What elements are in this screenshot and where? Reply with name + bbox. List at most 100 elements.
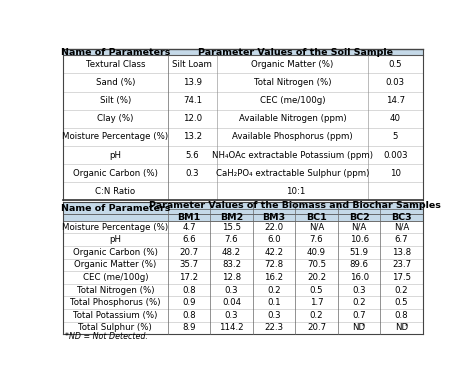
Text: N/A: N/A	[352, 223, 367, 232]
Text: CEC (me/100g): CEC (me/100g)	[260, 96, 325, 105]
Text: 0.3: 0.3	[267, 311, 281, 320]
Text: pH: pH	[109, 235, 121, 244]
Text: 0.7: 0.7	[352, 311, 366, 320]
Text: 0.003: 0.003	[383, 151, 408, 160]
Text: 22.0: 22.0	[264, 223, 283, 232]
Text: BM2: BM2	[220, 213, 243, 222]
Bar	[63, 92, 423, 110]
Text: *ND = Not Detected.: *ND = Not Detected.	[65, 333, 147, 341]
Text: 20.7: 20.7	[307, 323, 326, 333]
Text: Silt (%): Silt (%)	[100, 96, 131, 105]
Text: 0.2: 0.2	[352, 298, 366, 307]
Text: Sand (%): Sand (%)	[96, 78, 135, 87]
Text: Clay (%): Clay (%)	[97, 114, 134, 123]
Text: 0.03: 0.03	[386, 78, 405, 87]
Text: Total Nitrogen (%): Total Nitrogen (%)	[254, 78, 331, 87]
Text: 17.5: 17.5	[392, 273, 411, 282]
Text: *: *	[362, 323, 365, 329]
Text: N/A: N/A	[394, 223, 409, 232]
Text: 16.2: 16.2	[264, 273, 283, 282]
Text: BM3: BM3	[263, 213, 285, 222]
Text: 5.6: 5.6	[186, 151, 199, 160]
Text: 0.5: 0.5	[389, 60, 402, 69]
Bar	[63, 233, 423, 246]
Text: C:N Ratio: C:N Ratio	[95, 187, 136, 196]
Bar	[168, 214, 210, 221]
Text: 42.2: 42.2	[264, 248, 283, 257]
Text: 10: 10	[390, 169, 401, 178]
Text: 20.7: 20.7	[179, 248, 199, 257]
Text: 5: 5	[392, 132, 398, 141]
Text: 40: 40	[390, 114, 401, 123]
Bar	[63, 322, 423, 334]
Bar	[63, 164, 423, 182]
Text: 0.2: 0.2	[267, 286, 281, 295]
Text: Organic Matter (%): Organic Matter (%)	[74, 260, 156, 269]
Bar	[168, 49, 423, 55]
Text: 16.0: 16.0	[349, 273, 369, 282]
Text: 83.2: 83.2	[222, 260, 241, 269]
Text: 40.9: 40.9	[307, 248, 326, 257]
Bar	[63, 110, 423, 128]
Text: 14.7: 14.7	[386, 96, 405, 105]
Bar	[63, 284, 423, 296]
Text: 48.2: 48.2	[222, 248, 241, 257]
Bar	[338, 214, 380, 221]
Text: 0.9: 0.9	[182, 298, 196, 307]
Text: ND: ND	[395, 323, 408, 333]
Text: 13.8: 13.8	[392, 248, 411, 257]
Text: 6.0: 6.0	[267, 235, 281, 244]
Text: 6.7: 6.7	[395, 235, 409, 244]
Text: BM1: BM1	[177, 213, 201, 222]
Text: 22.3: 22.3	[264, 323, 283, 333]
Text: Organic Carbon (%): Organic Carbon (%)	[73, 169, 158, 178]
Text: 1.7: 1.7	[310, 298, 323, 307]
Bar	[63, 55, 423, 74]
Text: CaH₂PO₄ extractable Sulphur (ppm): CaH₂PO₄ extractable Sulphur (ppm)	[216, 169, 369, 178]
Text: 0.3: 0.3	[186, 169, 199, 178]
Text: NH₄OAc extractable Potassium (ppm): NH₄OAc extractable Potassium (ppm)	[212, 151, 373, 160]
Text: 0.5: 0.5	[310, 286, 323, 295]
Text: Total Phosphorus (%): Total Phosphorus (%)	[70, 298, 161, 307]
Text: Total Potassium (%): Total Potassium (%)	[73, 311, 157, 320]
Text: 114.2: 114.2	[219, 323, 244, 333]
Text: 72.8: 72.8	[264, 260, 283, 269]
Text: pH: pH	[109, 151, 121, 160]
Bar	[63, 296, 423, 309]
Bar	[210, 214, 253, 221]
Text: BC2: BC2	[349, 213, 369, 222]
Text: 0.3: 0.3	[225, 311, 238, 320]
Bar	[63, 146, 423, 164]
Text: Parameter Values of the Soil Sample: Parameter Values of the Soil Sample	[198, 48, 393, 57]
Bar	[253, 214, 295, 221]
Text: 74.1: 74.1	[183, 96, 202, 105]
Text: BC3: BC3	[392, 213, 412, 222]
Text: Total Nitrogen (%): Total Nitrogen (%)	[76, 286, 154, 295]
Text: 8.9: 8.9	[182, 323, 196, 333]
Text: 0.5: 0.5	[395, 298, 409, 307]
Text: 0.2: 0.2	[395, 286, 409, 295]
Text: 13.2: 13.2	[183, 132, 202, 141]
Text: 17.2: 17.2	[179, 273, 199, 282]
Text: 20.2: 20.2	[307, 273, 326, 282]
Text: 0.3: 0.3	[352, 286, 366, 295]
Text: 23.7: 23.7	[392, 260, 411, 269]
Text: *: *	[404, 323, 408, 329]
Text: 0.8: 0.8	[395, 311, 409, 320]
Text: ND: ND	[353, 323, 365, 333]
Bar	[63, 74, 423, 92]
Bar	[63, 271, 423, 284]
Bar	[63, 309, 423, 322]
Text: 70.5: 70.5	[307, 260, 326, 269]
Text: Moisture Percentage (%): Moisture Percentage (%)	[62, 223, 168, 232]
Text: Name of Parameters: Name of Parameters	[61, 204, 170, 213]
Text: 51.9: 51.9	[350, 248, 369, 257]
Text: 0.04: 0.04	[222, 298, 241, 307]
Text: 15.5: 15.5	[222, 223, 241, 232]
Bar	[63, 128, 423, 146]
Text: 4.7: 4.7	[182, 223, 196, 232]
Text: 0.1: 0.1	[267, 298, 281, 307]
Text: 0.8: 0.8	[182, 311, 196, 320]
Text: 13.9: 13.9	[183, 78, 202, 87]
Text: 7.6: 7.6	[310, 235, 323, 244]
